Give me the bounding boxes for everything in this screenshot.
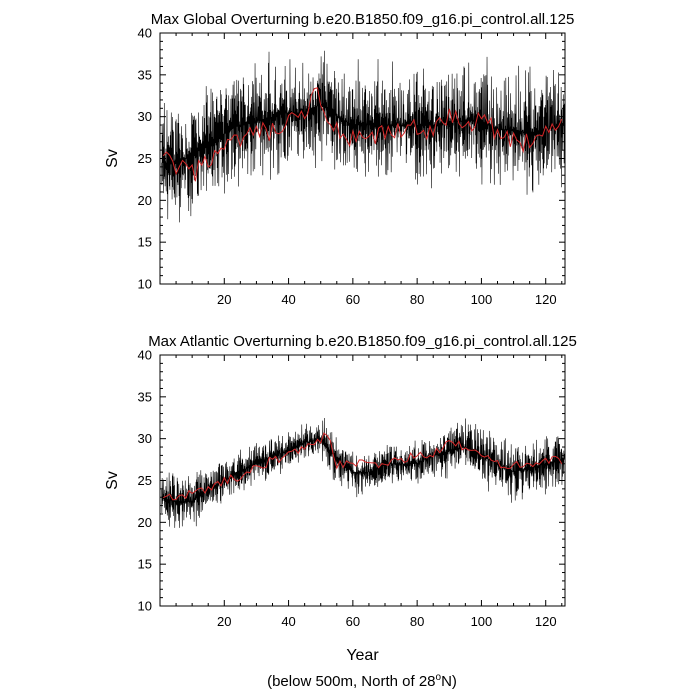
y-tick-label: 35	[138, 389, 152, 404]
x-axis-label: Year	[346, 647, 379, 664]
y-axis-label: Sv	[104, 149, 121, 168]
y-tick-label: 35	[138, 67, 152, 82]
x-tick-label: 20	[217, 292, 231, 307]
y-tick-label: 15	[138, 235, 152, 250]
y-tick-label: 40	[138, 348, 152, 363]
plot-frame	[159, 32, 566, 285]
y-tick-label: 25	[138, 473, 152, 488]
x-tick-label: 100	[471, 292, 493, 307]
x-tick-label: 120	[535, 292, 557, 307]
y-tick-label: 30	[138, 431, 152, 446]
chart-panel-atlantic: 10 15 20 25 30 35 40 20 40 60 80 100 120 Max Atlantic…	[104, 333, 577, 664]
x-tick-label: 60	[346, 614, 360, 629]
y-tick-label: 40	[138, 26, 152, 41]
y-axis-label: Sv	[104, 471, 121, 490]
x-tick-label: 80	[410, 292, 424, 307]
y-tick-label: 15	[138, 557, 152, 572]
x-tick-label: 60	[346, 292, 360, 307]
x-tick-label: 100	[471, 614, 493, 629]
x-tick-label: 40	[281, 292, 295, 307]
caption-suffix: N)	[441, 673, 457, 690]
x-tick-label: 20	[217, 614, 231, 629]
chart-title: Max Atlantic Overturning b.e20.B1850.f09…	[148, 333, 577, 350]
series-line-annual-mean	[162, 432, 563, 501]
series-line-monthly	[161, 418, 565, 528]
x-tick-label: 40	[281, 614, 295, 629]
series-line-annual-mean	[162, 87, 563, 182]
y-tick-label: 25	[138, 151, 152, 166]
caption-degree: o	[436, 672, 442, 683]
caption-prefix: (below 500m, North of 28	[267, 673, 435, 690]
series-line-monthly	[161, 50, 565, 223]
y-tick-label: 30	[138, 109, 152, 124]
chart-panel-global: 10 15 20 25 30 35 40 20 40 60 80 100 120 Max Global O…	[104, 11, 574, 307]
x-tick-label: 80	[410, 614, 424, 629]
y-tick-label: 10	[138, 277, 152, 292]
x-tick-label: 120	[535, 614, 557, 629]
y-tick-label: 20	[138, 193, 152, 208]
figure-caption: (below 500m, North of 28oN)	[267, 672, 457, 690]
y-tick-label: 20	[138, 515, 152, 530]
y-tick-label: 10	[138, 599, 152, 614]
chart-title: Max Global Overturning b.e20.B1850.f09_g…	[151, 11, 575, 28]
